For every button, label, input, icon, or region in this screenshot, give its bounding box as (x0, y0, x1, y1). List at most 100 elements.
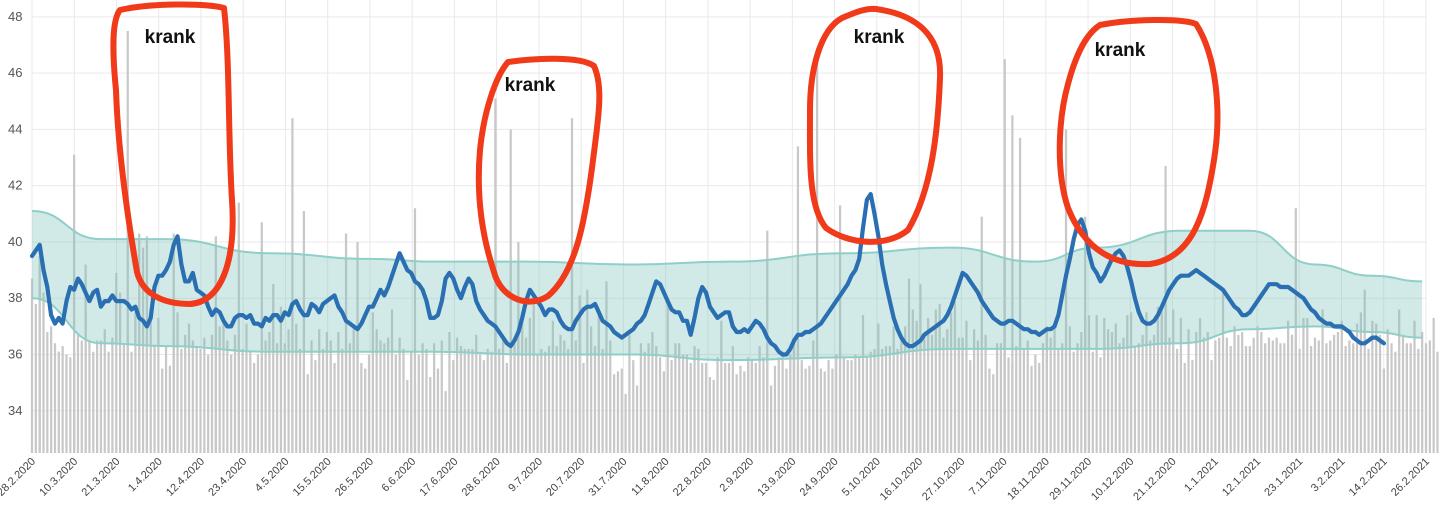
bar (1378, 334, 1382, 453)
bar (383, 343, 386, 453)
band-area (32, 211, 1423, 361)
bar (230, 354, 233, 453)
bar (1317, 340, 1320, 453)
x-tick-label: 1.1.2021 (1182, 456, 1221, 495)
x-tick-label: 15.5.2020 (291, 456, 334, 499)
bar (1375, 323, 1378, 453)
bar (1359, 312, 1363, 453)
bar (792, 337, 796, 453)
bar (432, 343, 436, 453)
bar (1053, 323, 1056, 453)
annotation-text: krank (1095, 40, 1146, 61)
bar (1309, 346, 1313, 453)
bar (394, 354, 397, 453)
bar (1260, 332, 1263, 453)
bar (1352, 343, 1355, 453)
x-tick-label: 16.10.2020 (878, 456, 925, 503)
bar (1244, 346, 1248, 453)
bar (957, 337, 960, 453)
bar (934, 309, 937, 453)
bar (927, 317, 930, 453)
bar (448, 332, 451, 453)
bar (1340, 320, 1343, 453)
bar (972, 329, 976, 453)
bar (375, 329, 378, 453)
bar (187, 323, 191, 453)
bar (838, 205, 842, 453)
bar (298, 348, 302, 453)
bar (421, 343, 424, 453)
daily-bars (30, 30, 1439, 454)
x-tick-label: 1.4.2020 (126, 456, 165, 495)
bar (1118, 343, 1121, 453)
bar (946, 329, 949, 453)
bar (249, 351, 252, 453)
bar (1026, 340, 1029, 453)
bar (655, 346, 658, 453)
bar (1057, 348, 1060, 453)
bar (92, 351, 95, 453)
bar (1363, 289, 1366, 453)
bar (861, 315, 865, 453)
bar (701, 362, 704, 453)
bar (632, 360, 635, 453)
bar (1325, 343, 1328, 453)
bar (486, 348, 489, 453)
bar (402, 348, 405, 453)
bar (827, 360, 830, 453)
bar (134, 312, 137, 453)
x-tick-label: 2.9.2020 (717, 456, 756, 495)
bar (708, 377, 711, 453)
bar (888, 346, 891, 453)
x-tick-label: 22.8.2020 (671, 456, 714, 499)
bar (662, 371, 666, 453)
bar (628, 334, 631, 453)
bar (992, 374, 995, 453)
bar (168, 365, 171, 453)
bar (1401, 334, 1405, 453)
bar (291, 118, 294, 453)
bar (823, 371, 826, 453)
bar (203, 337, 206, 453)
bar (942, 337, 945, 453)
bar (1432, 317, 1435, 453)
bar (253, 362, 256, 453)
bar (283, 343, 286, 453)
bar (406, 379, 409, 453)
bar (904, 326, 907, 453)
bar (325, 332, 329, 453)
bar (475, 334, 478, 453)
bar (436, 368, 440, 453)
bar (812, 340, 815, 453)
bar (984, 334, 987, 453)
bar (1298, 348, 1301, 453)
bar (1195, 332, 1198, 453)
bar (605, 281, 608, 453)
bar (555, 346, 558, 453)
bar (1409, 343, 1412, 453)
bar (199, 348, 202, 453)
bar (773, 365, 777, 453)
bar (1229, 346, 1232, 453)
moving-average-line (29, 192, 1387, 357)
bar (233, 334, 237, 453)
bar (1076, 343, 1079, 453)
y-axis-ticks: 34 36 38 40 42 44 46 48 (8, 9, 22, 418)
annotation-text: krank (145, 27, 196, 48)
bar (180, 348, 183, 453)
bar (961, 337, 964, 453)
bar (467, 348, 470, 453)
x-tick-label: 28.6.2020 (460, 456, 503, 499)
bar (590, 326, 593, 453)
bar (1164, 166, 1167, 453)
bar (61, 346, 64, 453)
bar (1049, 337, 1052, 453)
y-tick-label: 46 (8, 65, 22, 80)
bar (681, 354, 685, 453)
bar (697, 348, 700, 453)
bar (582, 362, 585, 453)
bar (1264, 343, 1267, 453)
bar (38, 256, 41, 453)
bar (1214, 340, 1217, 453)
bar (1091, 351, 1094, 453)
